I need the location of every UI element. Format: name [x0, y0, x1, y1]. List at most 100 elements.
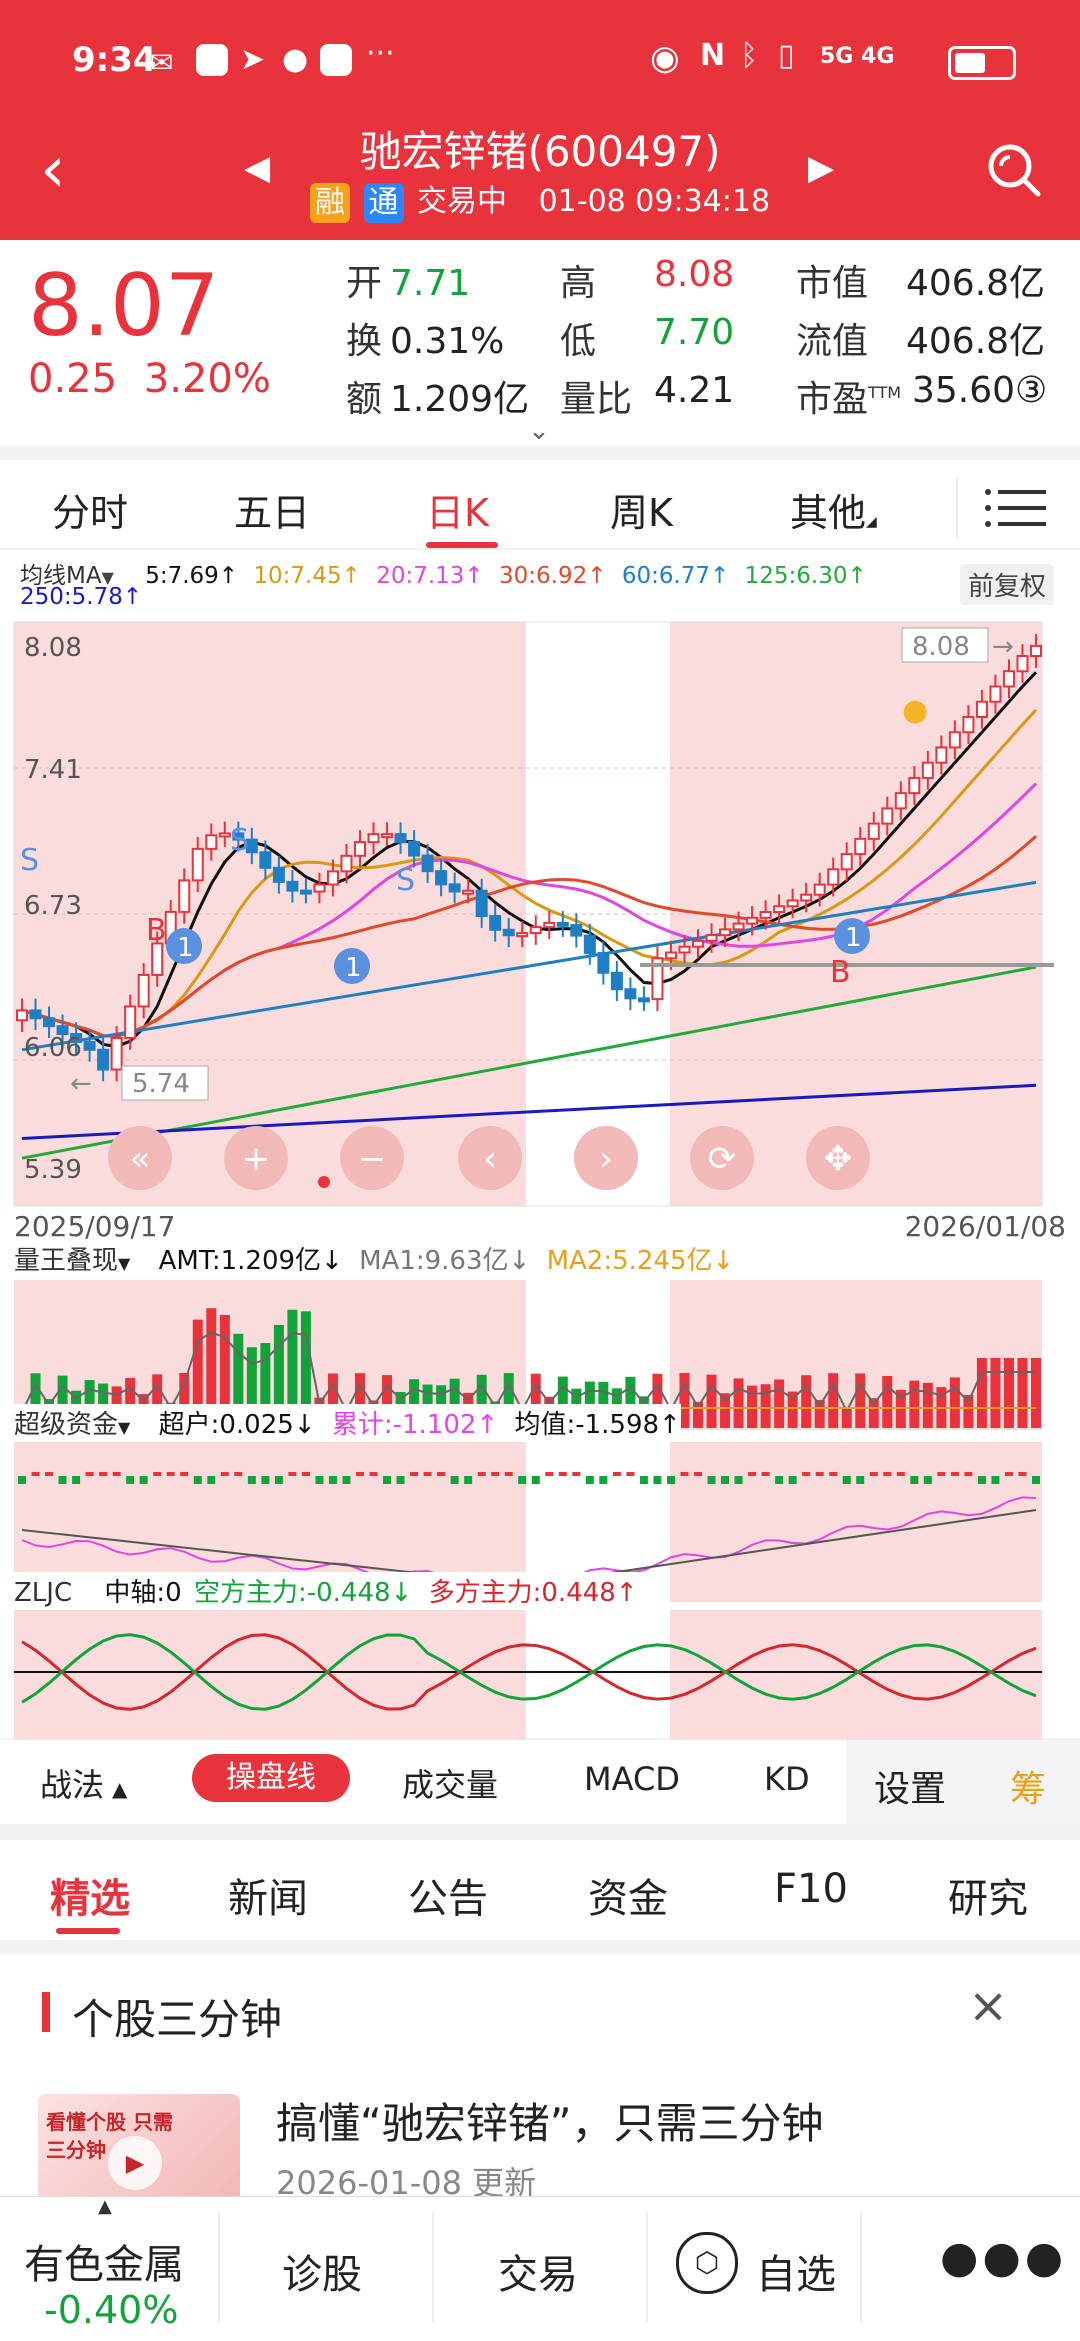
volume-button[interactable]: 成交量 [402, 1766, 499, 1804]
tab-more-label: 其他 [790, 491, 867, 535]
zoom-out-button[interactable] [340, 1126, 404, 1190]
watchlist-button[interactable]: 自选 [756, 2252, 836, 2298]
tab-more[interactable]: 其他◢ [790, 482, 877, 537]
low-tag: 5.74 [132, 1069, 190, 1099]
scroll-right-button[interactable] [574, 1126, 638, 1190]
expand-chevron-icon[interactable]: ⌄ [528, 416, 550, 446]
tab-daily-k[interactable]: 日K [426, 491, 489, 535]
more-icon[interactable]: ●●● [940, 2232, 1068, 2283]
chips-button[interactable]: 筹 [1010, 1769, 1047, 1810]
fund-bar [477, 1472, 486, 1476]
ma5-value: 5:7.69↑ [145, 563, 239, 589]
fund-bar [991, 1476, 1000, 1484]
candle-body [854, 837, 867, 856]
article-headline[interactable]: 搞懂“驰宏锌锗”，只需三分钟 [276, 2099, 824, 2148]
plus-icon: + [242, 1139, 271, 1179]
control-glyphs: « + − ‹ › ⟳ ✥ [130, 1139, 853, 1179]
fund-bar [247, 1476, 256, 1484]
adjust-toggle[interactable]: 前复权 [960, 564, 1055, 605]
ma250-value: 250:5.78↑ [20, 584, 143, 610]
rotate-button[interactable] [690, 1126, 754, 1190]
scroll-left-button[interactable] [458, 1126, 522, 1190]
tab-research[interactable]: 研究 [948, 1876, 1028, 1922]
content-tabs [0, 1840, 1080, 1940]
bluetooth-icon: ᛒ [740, 38, 758, 73]
caopan-button[interactable]: 操盘线 [192, 1754, 350, 1802]
avg-value: 均值:-1.598↑ [514, 1410, 681, 1440]
zljc-axis-value: 中轴:0 [104, 1578, 182, 1608]
fund-bar [491, 1472, 500, 1476]
diagnose-button[interactable]: 诊股 [282, 2252, 362, 2298]
tab-weekly-k[interactable]: 周K [610, 491, 673, 535]
candle-body [178, 879, 191, 913]
tab-featured[interactable]: 精选 [50, 1876, 130, 1922]
candle-body [664, 951, 677, 960]
fund-bar [153, 1472, 162, 1476]
candle-body [489, 915, 502, 931]
play-icon[interactable]: ▶ [108, 2136, 162, 2190]
settings-button[interactable]: 设置 [874, 1769, 947, 1810]
zljc-indicator-name[interactable]: ZLJC [14, 1578, 73, 1608]
candle-body [56, 1025, 69, 1036]
candle-body [692, 939, 704, 948]
list-menu-icon[interactable] [956, 478, 1058, 538]
candle-body [543, 921, 556, 929]
volume-bar [503, 1373, 514, 1428]
high-tag-box [901, 627, 989, 663]
tab-intraday[interactable]: 分时 [52, 491, 129, 535]
fund-bar [558, 1472, 567, 1476]
fund-bar [802, 1472, 811, 1476]
ma-legend: 均线MA▼ 5:7.69↑ 10:7.45↑ 20:7.13↑ 30:6.92↑… [20, 556, 1080, 590]
dropdown-icon-3[interactable]: ▼ [118, 1418, 131, 1437]
volume-bar [300, 1311, 311, 1428]
tab-funds[interactable]: 资金 [588, 1876, 668, 1922]
fund-bar [58, 1476, 67, 1484]
fund-bar [545, 1472, 554, 1476]
kd-button[interactable]: KD [764, 1760, 810, 1798]
dropdown-icon[interactable]: ▼ [101, 568, 114, 587]
zoom-in-button[interactable] [224, 1126, 288, 1190]
candle-body [894, 792, 907, 810]
fund-bar [464, 1476, 473, 1484]
close-icon[interactable]: × [968, 1978, 1009, 2034]
candle-body [340, 854, 353, 873]
sector-name[interactable]: 有色金属 [24, 2242, 184, 2288]
dropdown-icon-2[interactable]: ▼ [118, 1254, 131, 1273]
back-icon[interactable]: ‹ [40, 133, 66, 207]
fund-indicator-name[interactable]: 超级资金 [14, 1410, 119, 1440]
volume-bar [801, 1375, 812, 1428]
ma-label[interactable]: 均线MA [20, 563, 102, 589]
section-title: 个股三分钟 [72, 1995, 283, 2044]
y-label-2: 7.41 [24, 755, 82, 785]
trade-button[interactable]: 交易 [498, 2252, 578, 2298]
tab-f10[interactable]: F10 [774, 1866, 848, 1912]
tab-news[interactable]: 新闻 [228, 1876, 308, 1922]
next-stock-icon[interactable]: ▶ [808, 148, 835, 188]
rewind-button[interactable] [108, 1126, 172, 1190]
search-icon[interactable] [984, 140, 1044, 200]
fund-bar [45, 1472, 54, 1476]
fullscreen-button[interactable] [806, 1126, 870, 1190]
volratio-label: 量比 [560, 379, 633, 420]
low-row: 低 [560, 312, 596, 364]
volume-indicator-name[interactable]: 量王叠现 [14, 1246, 119, 1276]
tab-five-day[interactable]: 五日 [234, 491, 311, 535]
article-thumbnail[interactable]: 看懂个股 只需三分钟 ▶ [38, 2094, 240, 2204]
macd-button[interactable]: MACD [584, 1760, 680, 1798]
fund-bar [950, 1472, 959, 1476]
fund-bar [315, 1476, 324, 1484]
watchlist-icon[interactable]: ⬡ [676, 2232, 738, 2294]
fund-bar [869, 1472, 878, 1476]
wechat-icon: ✉ [150, 46, 174, 79]
turnover-label: 换 [346, 321, 383, 362]
fund-bar [288, 1472, 297, 1476]
zhanfa-button[interactable]: 战法 ▲ [40, 1760, 127, 1806]
prev-stock-icon[interactable]: ◀ [244, 148, 271, 188]
fund-bar [585, 1476, 594, 1484]
volume-bar [841, 1407, 852, 1428]
candle-body [935, 746, 948, 764]
tab-announcements[interactable]: 公告 [408, 1876, 488, 1922]
fund-bar [85, 1472, 94, 1476]
chart-controls[interactable] [108, 1126, 870, 1190]
candle-body [151, 942, 164, 976]
